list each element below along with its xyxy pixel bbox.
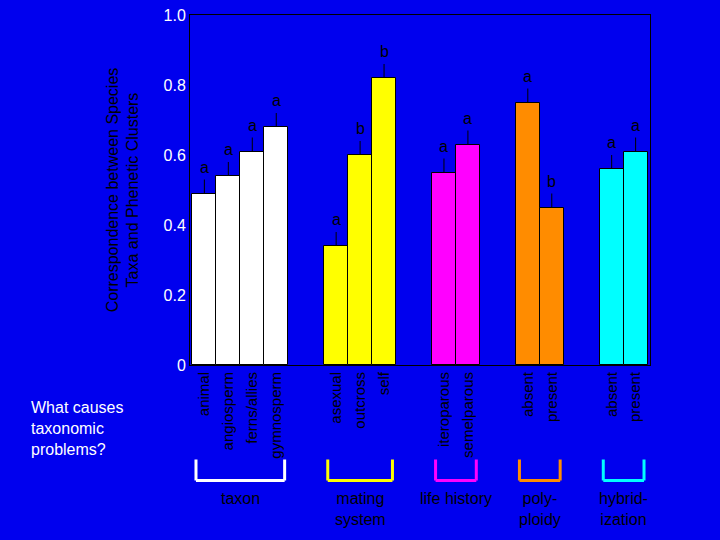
svg-text:a: a <box>248 117 257 134</box>
svg-text:gymnosperm: gymnosperm <box>267 372 284 459</box>
svg-text:a: a <box>200 159 209 176</box>
svg-text:Correspondence between Species: Correspondence between SpeciesTaxa and P… <box>104 68 142 313</box>
svg-text:ferns/allies: ferns/allies <box>243 372 260 444</box>
svg-text:poly-ploidy: poly-ploidy <box>519 490 561 528</box>
svg-text:a: a <box>224 141 233 158</box>
svg-text:b: b <box>356 120 365 137</box>
svg-text:animal: animal <box>195 372 212 416</box>
svg-text:b: b <box>380 43 389 60</box>
svg-text:absent: absent <box>603 371 620 417</box>
svg-text:outcross: outcross <box>351 372 368 429</box>
svg-text:a: a <box>463 110 472 127</box>
svg-text:0: 0 <box>177 357 186 374</box>
svg-text:hybrid-ization: hybrid-ization <box>599 490 648 528</box>
svg-text:a: a <box>523 68 532 85</box>
svg-text:What causestaxonomicproblems?: What causestaxonomicproblems? <box>31 399 123 458</box>
svg-text:iteroparous: iteroparous <box>435 372 452 447</box>
svg-text:a: a <box>272 92 281 109</box>
svg-text:taxon: taxon <box>221 490 260 507</box>
svg-text:semelparous: semelparous <box>459 372 476 458</box>
svg-text:self: self <box>375 371 392 395</box>
svg-text:a: a <box>332 211 341 228</box>
svg-text:b: b <box>547 173 556 190</box>
svg-text:a: a <box>631 117 640 134</box>
svg-text:a: a <box>607 134 616 151</box>
svg-text:asexual: asexual <box>327 372 344 424</box>
svg-text:0.6: 0.6 <box>164 147 186 164</box>
svg-text:1.0: 1.0 <box>164 7 186 24</box>
svg-text:matingsystem: matingsystem <box>335 490 386 528</box>
svg-text:present: present <box>626 371 643 422</box>
svg-text:0.8: 0.8 <box>164 77 186 94</box>
svg-text:0.2: 0.2 <box>164 287 186 304</box>
svg-text:present: present <box>543 371 560 422</box>
svg-text:life history: life history <box>420 490 492 507</box>
svg-text:a: a <box>439 138 448 155</box>
svg-text:angiosperm: angiosperm <box>219 372 236 450</box>
svg-text:absent: absent <box>519 371 536 417</box>
svg-text:0.4: 0.4 <box>164 217 186 234</box>
